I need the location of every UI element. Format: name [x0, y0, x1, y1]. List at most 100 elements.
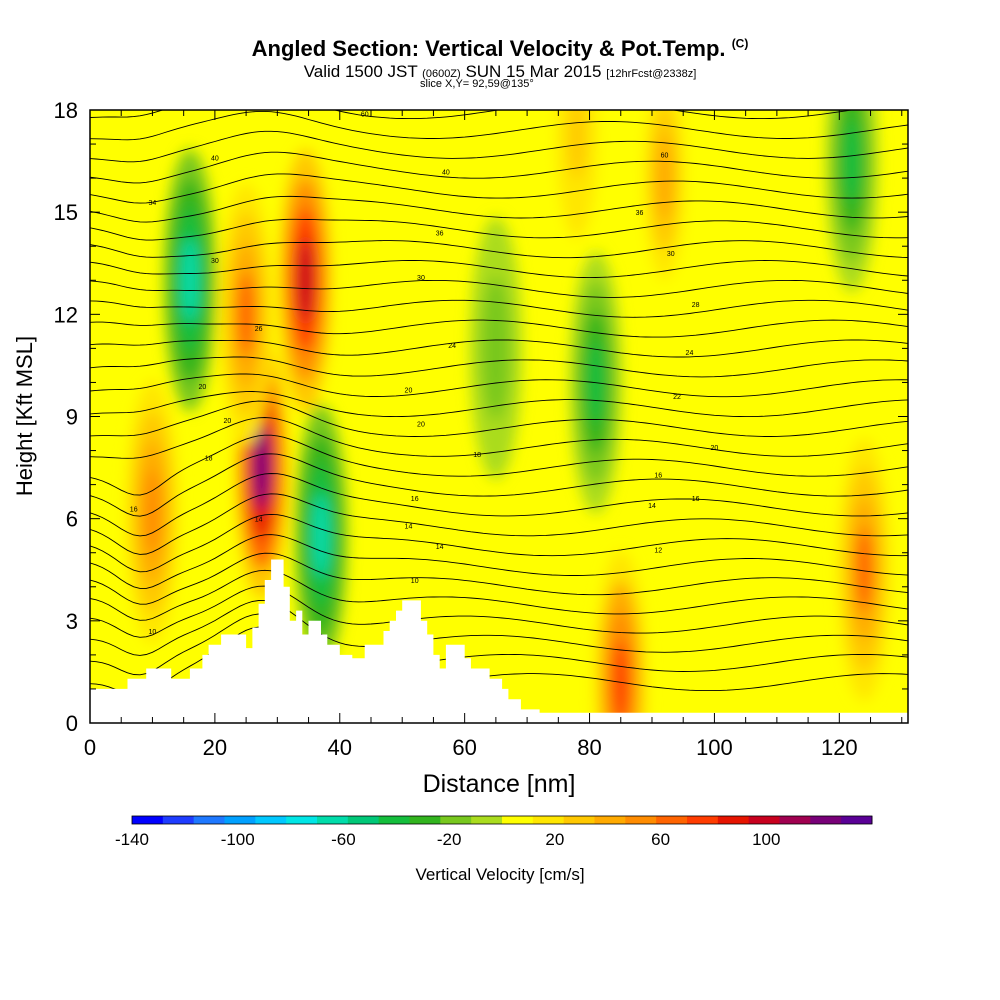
colorbar-swatch	[625, 816, 657, 824]
colorbar-swatch	[193, 816, 225, 824]
colorbar-swatch	[471, 816, 503, 824]
chart-subtitle: Valid 1500 JST (0600Z) SUN 15 Mar 2015 […	[0, 62, 1000, 82]
colorbar-swatch	[532, 816, 565, 824]
updraft-core	[855, 527, 873, 612]
isentrope-line	[90, 218, 908, 241]
y-tick-label: 12	[54, 302, 78, 327]
y-tick-label: 15	[54, 200, 78, 225]
colorbar-swatch	[563, 816, 595, 824]
isentrope-label: 20	[223, 418, 231, 425]
x-tick-label: 120	[821, 735, 858, 760]
isentrope-label: 16	[654, 472, 662, 479]
colorbar-tick-label: -100	[221, 830, 255, 849]
updraft-core	[612, 640, 630, 723]
isentrope-line	[90, 513, 908, 573]
x-tick-label: 100	[696, 735, 733, 760]
isentrope-line	[90, 391, 908, 418]
colorbar-frame	[131, 815, 873, 825]
isentrope-line	[90, 400, 908, 437]
colorbar-swatch	[255, 816, 287, 824]
isentrope-label: 40	[211, 156, 219, 163]
isentrope-label: 60	[361, 111, 369, 118]
downdraft-core	[487, 306, 505, 391]
x-axis: 0 20 40 60 80 100 120	[84, 110, 903, 760]
isentrope-label: 24	[686, 350, 694, 357]
isentrope-line	[90, 110, 855, 120]
updraft-core	[297, 238, 314, 323]
isentrope-line	[90, 260, 908, 279]
chart-title-unit: (C)	[731, 36, 749, 51]
updraft-core	[656, 136, 673, 221]
y-tick-label: 6	[66, 507, 78, 532]
y-tick-label: 0	[66, 711, 78, 736]
colorbar-tick-label: -20	[437, 830, 462, 849]
isentrope-label: 16	[411, 496, 419, 503]
isentrope-line	[90, 600, 908, 656]
isentrope-labels: 60 40 40 60 34 36 36 30 30 30 26 24 28 24 20 20 22 20 20 20…	[130, 111, 719, 636]
x-axis-label: Distance [nm]	[423, 770, 576, 798]
isentrope-line	[90, 434, 908, 496]
colorbar-swatch	[224, 816, 256, 824]
updraft-core	[237, 272, 255, 357]
colorbar-swatch	[409, 816, 441, 824]
downdraft-core	[843, 119, 861, 204]
colorbar-swatch	[810, 816, 842, 824]
isentrope-label: 10	[411, 578, 419, 585]
colorbar-swatch	[717, 816, 750, 824]
isentrope-label: 36	[636, 210, 644, 217]
colorbar-tick-label: 60	[651, 830, 670, 849]
isentrope-label: 10	[149, 629, 157, 636]
colorbar-swatch	[286, 816, 318, 824]
downdraft-core	[181, 238, 199, 323]
forecast-label: [12hrFcst@2338z]	[606, 68, 697, 80]
isentrope-line	[90, 417, 908, 459]
isentrope-line	[90, 130, 908, 163]
isentrope-label: 14	[255, 517, 263, 524]
isentrope-line	[90, 319, 908, 338]
chart-title-text: Angled Section: Vertical Velocity & Pot.…	[251, 36, 726, 61]
isentrope-line	[90, 339, 908, 358]
isentrope-label: 16	[692, 496, 700, 503]
isentrope-label: 40	[442, 169, 450, 176]
isentrope-label: 20	[198, 384, 206, 391]
colorbar: -140 -100 -60 -20 20 60 100	[115, 815, 873, 849]
chart-title: Angled Section: Vertical Velocity & Pot.…	[0, 36, 1000, 62]
colorbar-swatch	[347, 816, 380, 824]
terrain-mask	[90, 559, 908, 723]
isentrope-label: 20	[711, 445, 719, 452]
isentrope-line	[90, 534, 908, 589]
isentrope-line	[90, 373, 908, 398]
y-axis-label: Height [Kft MSL]	[12, 336, 37, 496]
slice-label: slice X,Y= 92,59@135°	[420, 78, 534, 90]
isentrope-line	[90, 613, 908, 676]
colorbar-swatch	[132, 816, 164, 824]
isentrope-label: 20	[417, 421, 425, 428]
isentrope-label: 14	[405, 523, 413, 530]
colorbar-swatch	[502, 816, 534, 824]
x-tick-label: 0	[84, 735, 96, 760]
isentrope-line	[90, 279, 908, 298]
colorbar-swatch	[317, 816, 349, 824]
downdraft-core	[312, 493, 330, 578]
colorbar-swatch	[440, 816, 472, 824]
isentrope-label: 14	[648, 503, 656, 510]
isentrope-label: 16	[130, 506, 138, 513]
colorbar-tick-label: -60	[331, 830, 356, 849]
isentrope-line	[90, 151, 908, 184]
isentrope-line	[90, 585, 908, 638]
isentrope-line	[90, 569, 908, 621]
isentrope-line	[90, 356, 908, 378]
isentrope-label: 30	[211, 258, 219, 265]
isentrope-label: 14	[436, 544, 444, 551]
colorbar-tick-label: 100	[752, 830, 780, 849]
isentrope-line	[90, 552, 908, 605]
colorbar-swatch	[841, 816, 873, 824]
valid-date: SUN 15 Mar 2015	[465, 62, 602, 81]
x-tick-label: 40	[328, 735, 352, 760]
colorbar-swatch	[779, 816, 811, 824]
valid-prefix: Valid 1500 JST	[303, 62, 418, 81]
colorbar-label: Vertical Velocity [cm/s]	[415, 865, 584, 884]
x-tick-label: 60	[452, 735, 476, 760]
isentrope-line	[90, 493, 908, 555]
